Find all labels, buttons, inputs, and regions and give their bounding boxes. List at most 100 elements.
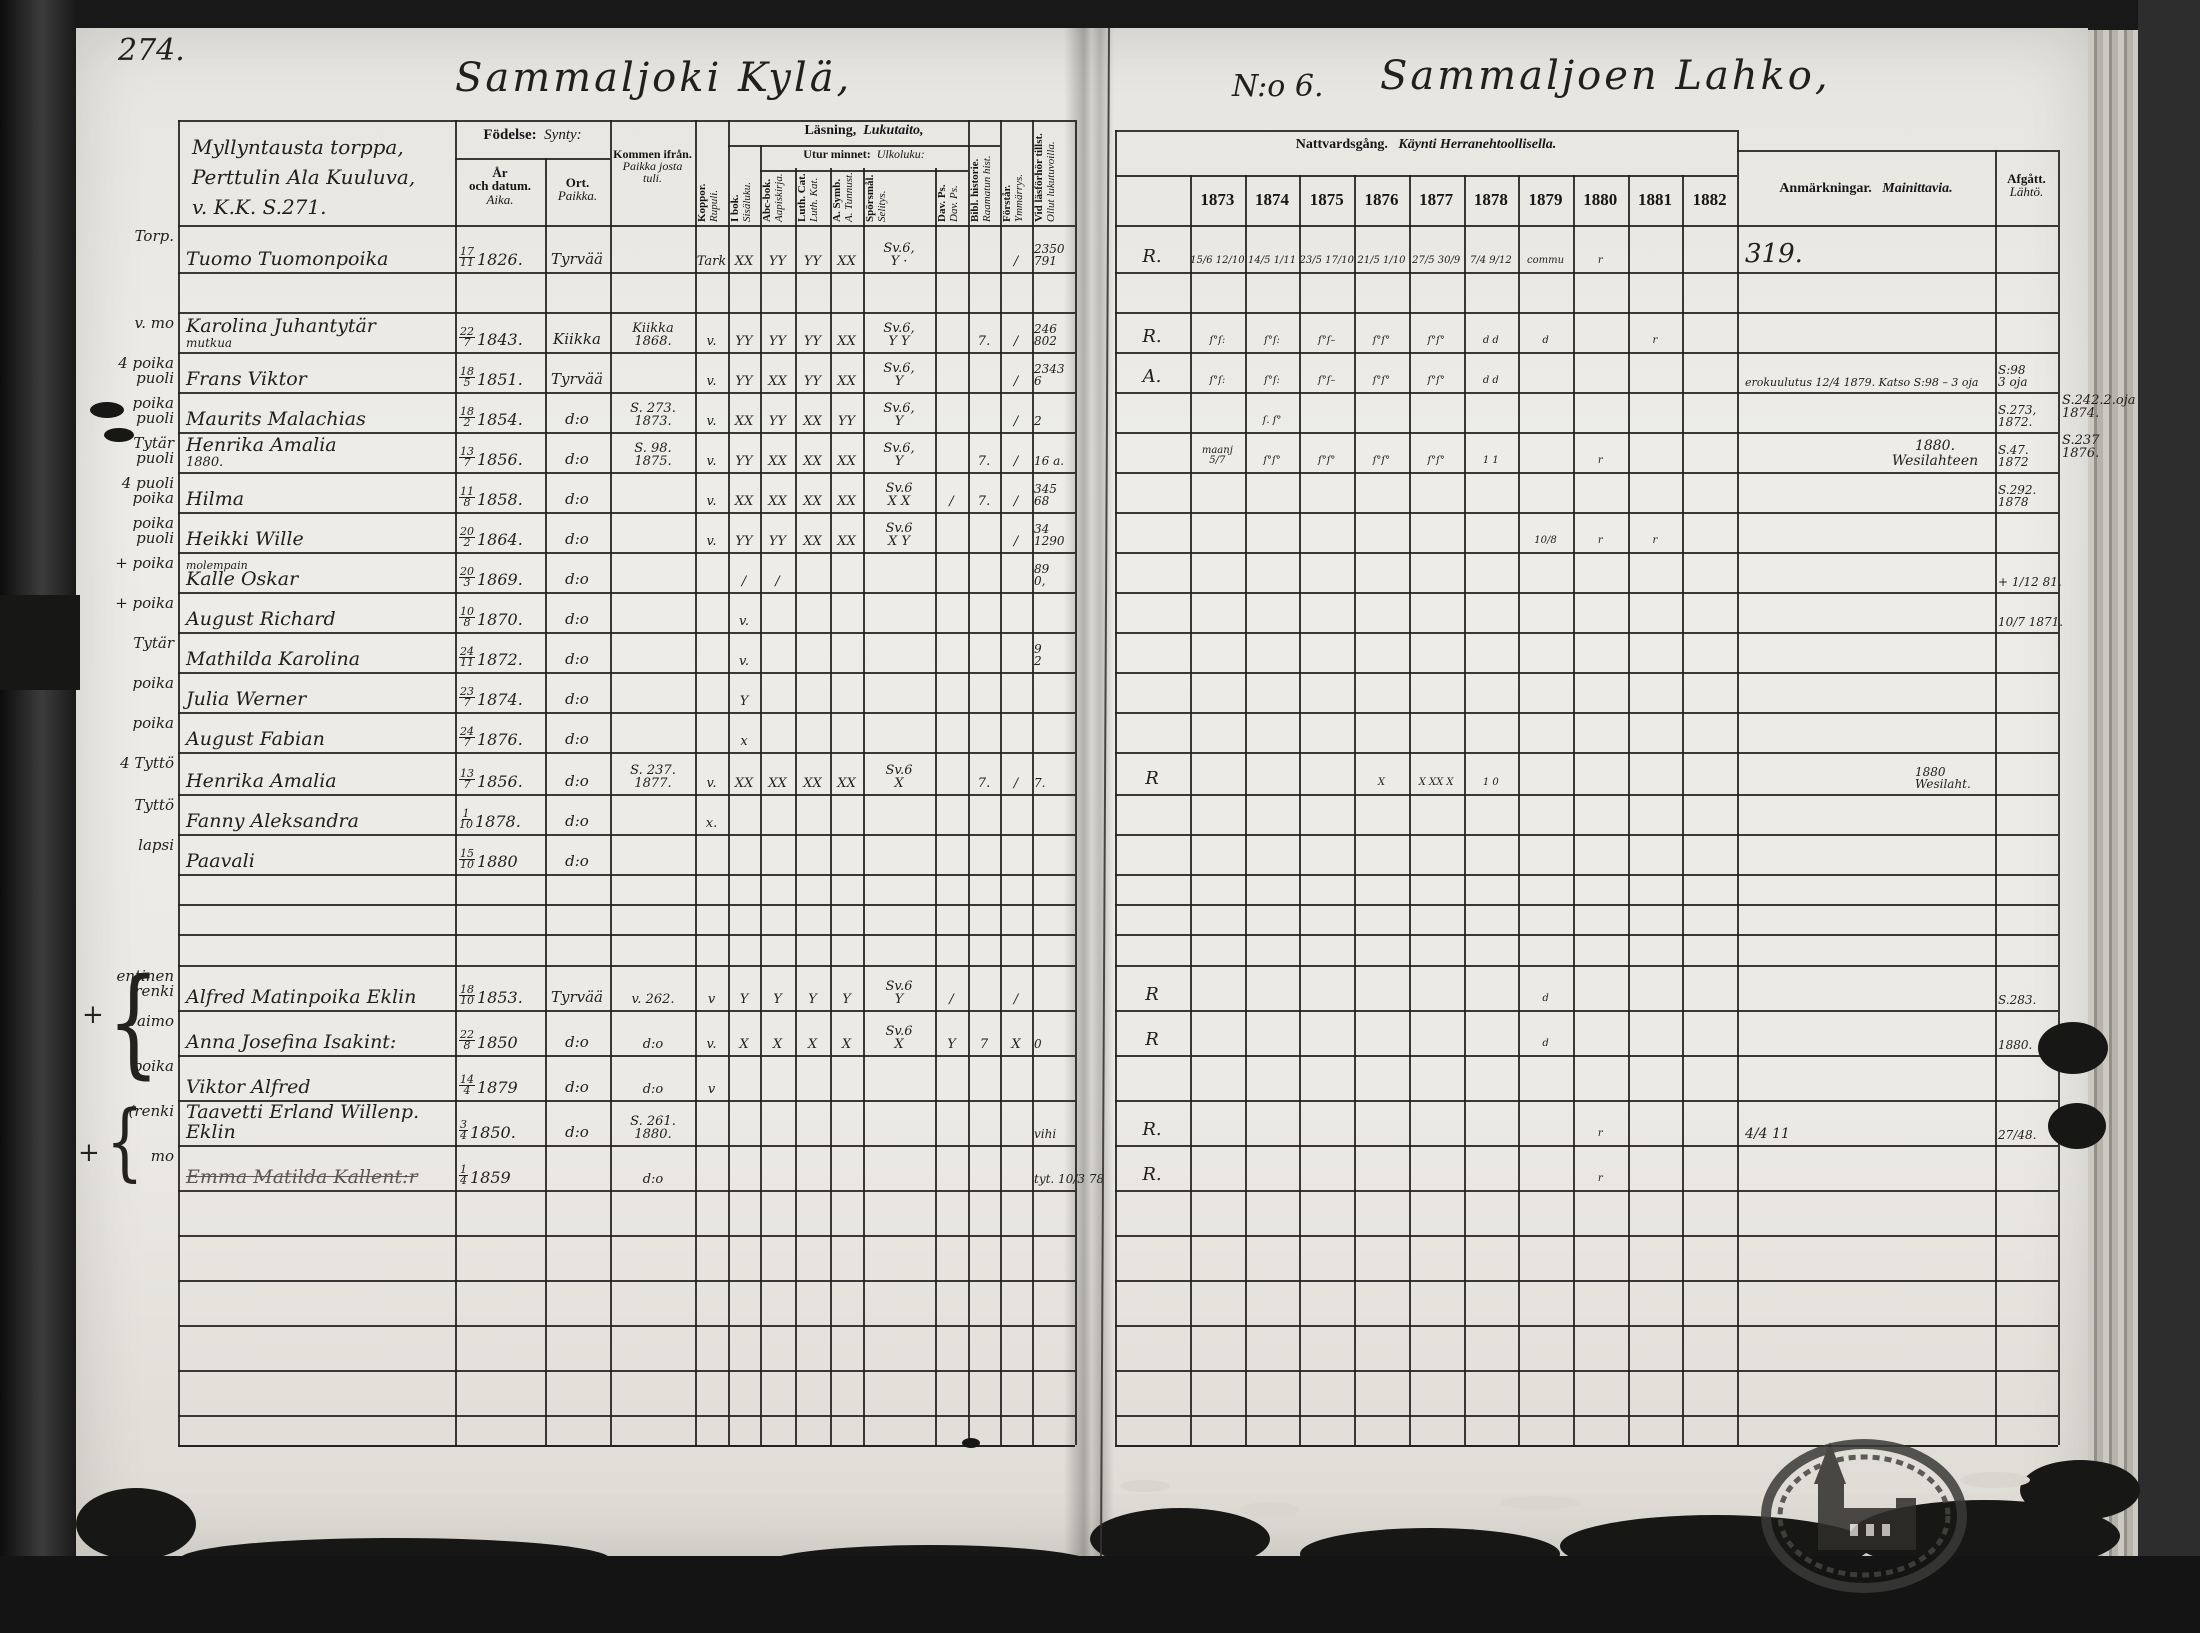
mark-bok: XX — [734, 253, 754, 269]
row-line — [178, 392, 1075, 394]
row-person-name: Taavetti Erland Willenp. Eklin — [186, 1101, 420, 1143]
mark-symb: XX — [837, 493, 856, 509]
communion-1880: r — [1597, 254, 1603, 266]
communion-1878: 1 1 — [1482, 454, 1499, 466]
row-person-name: Fanny Aleksandra — [186, 809, 359, 832]
mark-bok: x — [740, 733, 748, 749]
column-label-4: A. Symb. A. Tunnust. — [831, 172, 855, 222]
year-header-1877: 1877 — [1419, 190, 1454, 210]
communion-1878: d d — [1482, 334, 1499, 346]
grid-vline — [1115, 130, 1117, 1445]
communion-1878: 1 0 — [1482, 776, 1499, 788]
row-line — [1115, 834, 2058, 836]
row-departed-overflow: S.242.2.oja 1874. — [2062, 393, 2136, 422]
communion-1875: ſ°ſ° — [1318, 454, 1336, 466]
mark-forst: / — [1013, 775, 1019, 791]
communion-1879: d — [1542, 1037, 1549, 1049]
afgatt-fi: Lähtö. — [2009, 184, 2044, 200]
ink-stain — [2020, 1460, 2140, 1520]
row-line — [178, 1010, 1075, 1012]
row-person-name: Mathilda Karolina — [186, 647, 361, 670]
mark-koppor: v. — [706, 533, 717, 549]
mark-abc: XX — [768, 775, 787, 791]
row-line — [178, 432, 1075, 434]
row-margin-label: vaimo — [128, 1012, 174, 1030]
grid-vline — [1299, 175, 1301, 1445]
row-line — [178, 1100, 1075, 1102]
row-birth-place: d:o — [565, 689, 589, 708]
row-birth-place: d:o — [565, 529, 589, 548]
communion-1873: ſ°ſ: — [1209, 334, 1226, 346]
ort-header: Ort. Paikka. — [545, 176, 610, 203]
row-birth-date: 18 2 1854. — [459, 405, 523, 429]
row-person-name: Heikki Wille — [186, 527, 304, 550]
mark-bibl: 7. — [977, 453, 991, 469]
communion-1876: ſ°ſ° — [1372, 374, 1391, 386]
mark-abc: XX — [768, 373, 787, 389]
grid-vline — [1409, 175, 1411, 1445]
kommen-sv: Kommen ifrån. — [613, 147, 692, 161]
row-birth-date: 24 7 1876. — [459, 725, 523, 749]
row-birth-place: d:o — [565, 409, 589, 428]
communion-1875: 23/5 17/10 — [1299, 254, 1354, 266]
ink-stain — [962, 1438, 980, 1448]
column-label-6: Dav. Ps. Dav. Ps. — [936, 184, 960, 222]
row-birth-place: d:o — [565, 449, 589, 468]
mark-forst: / — [1013, 493, 1019, 509]
communion-1874: ſ. ſ° — [1262, 414, 1282, 426]
row-line — [178, 904, 1075, 906]
column-label-7: Bibl. historie. Raamatun hist. — [969, 155, 993, 222]
row-person-name: Karolina Juhantytär mutkua — [186, 315, 376, 350]
row-remark: 319. — [1745, 239, 1803, 270]
row-birth-date: 24 11 1872. — [459, 645, 523, 669]
row-margin-label: Torp. — [134, 227, 174, 245]
row-came-from: S. 273. 1873. — [630, 400, 676, 429]
row-line — [178, 472, 1075, 474]
mark-koppor: v. — [706, 453, 717, 469]
mark-luth: XX — [803, 413, 822, 429]
row-person-name: Anna Josefina Isakint: — [186, 1030, 397, 1053]
mark-spors: Sv.6, Y — [883, 360, 915, 389]
mark-bok: XX — [734, 413, 754, 429]
row-line — [178, 552, 1075, 554]
mark-forst: / — [1013, 453, 1019, 469]
year-header-1878: 1878 — [1473, 190, 1508, 210]
mark-koppor: v. — [706, 373, 717, 389]
row-line — [178, 794, 1075, 796]
row-birth-place: Tyrvää — [550, 987, 603, 1006]
mark-abc: XX — [768, 493, 787, 509]
row-birth-place: d:o — [565, 729, 589, 748]
row-departed: 1880. — [1998, 1037, 2033, 1052]
row-line — [178, 632, 1075, 634]
mark-symb: XX — [837, 533, 856, 549]
row-remark: 1880. Wesilahteen — [1891, 438, 1979, 469]
row-birth-place: d:o — [565, 569, 589, 588]
grid-vline — [1245, 175, 1247, 1445]
mark-abc: / — [775, 573, 780, 589]
communion-1873: maanj 5/7 — [1201, 444, 1233, 466]
communion-1877: ſ°ſ° — [1427, 374, 1445, 386]
row-person-name: Tuomo Tuomonpoika — [186, 247, 389, 270]
row-margin-label: poika — [132, 674, 174, 692]
ink-stain — [0, 595, 80, 690]
row-line — [1115, 552, 2058, 554]
fodelse-fi: Synty: — [544, 127, 582, 143]
margin-cross-2: + — [78, 1138, 100, 1168]
column-label-3: Luth. Cat. Luth. Kat. — [796, 173, 820, 222]
mark-luth: XX — [803, 775, 822, 791]
column-label-9: Vid läsförhör tillst. Ollut lukutuvoilla. — [1033, 133, 1057, 222]
row-line — [1115, 1010, 2058, 1012]
mark-luth: XX — [803, 533, 822, 549]
row-line — [1115, 934, 2058, 936]
mark-spors: Sv.6 X Y — [885, 520, 913, 549]
row-departed: S.47. 1872 — [1998, 442, 2029, 469]
nattvard-fi: Käynti Herranehtoollisella. — [1398, 137, 1557, 152]
row-line — [1115, 312, 2058, 314]
row-departed: S.292. 1878 — [1998, 482, 2037, 509]
row-person-name: Maurits Malachias — [186, 407, 366, 430]
row-exam-note: 34 1290 — [1034, 521, 1065, 548]
afgatt-sv: Afgått. — [2007, 171, 2046, 186]
mark-symb: YY — [837, 413, 856, 429]
